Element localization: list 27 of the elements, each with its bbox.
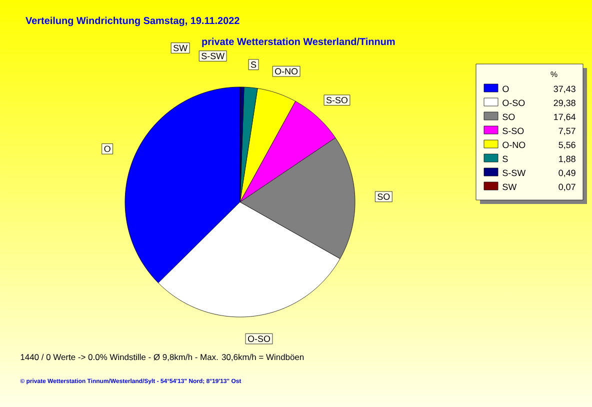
slice-label: O (104, 146, 110, 152)
category-label: SW (174, 44, 188, 52)
legend-label: S (502, 156, 508, 162)
legend-label: O-NO (502, 142, 526, 148)
chart-subtitle: private Wetterstation Westerland/Tinnum (202, 38, 395, 48)
chart-title: Verteilung Windrichtung Samstag, 19.11.2022 (26, 16, 240, 26)
data-label: 17,64 (554, 114, 576, 122)
data-label: 5,56 (558, 142, 576, 150)
category-label: S-SW (202, 52, 225, 60)
text: 1440 / 0 Werte -> 0.0% Windstille - Ø 9,8km/h - Max. 30,6km/h = Windböen (20, 354, 304, 362)
legend-label: O (502, 86, 509, 92)
data-label: 7,57 (558, 128, 576, 136)
slice-label: O-NO (275, 68, 298, 75)
slice-label: S (250, 61, 256, 68)
legend-label: S-SW (502, 170, 526, 176)
slice-label: SO (378, 193, 390, 200)
data-label: 37,43 (554, 86, 576, 94)
data-label: 29,38 (554, 100, 576, 108)
data-label: 1,88 (559, 156, 576, 164)
data-label: 0,07 (558, 184, 576, 192)
data-label: 0,49 (558, 170, 576, 178)
legend-label: S-SO (502, 128, 524, 134)
legend-label: SO (502, 114, 515, 120)
legend-label: SW (502, 184, 517, 190)
slice-label: S-SO (326, 96, 348, 104)
slice-label: O-SO (248, 336, 270, 342)
legend-label: O-SO (502, 100, 525, 106)
